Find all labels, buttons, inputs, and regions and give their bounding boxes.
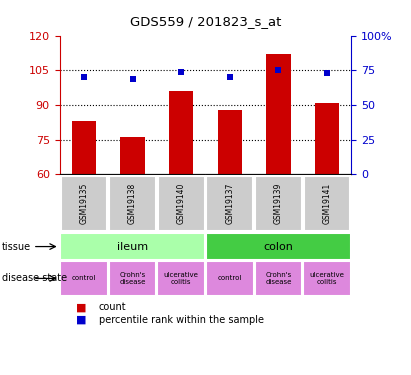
Point: [324, 70, 330, 76]
Point: [81, 74, 87, 80]
Text: GSM19139: GSM19139: [274, 183, 283, 224]
Bar: [206, 233, 351, 260]
Text: ■: ■: [76, 315, 87, 325]
Bar: [304, 176, 351, 231]
Bar: [255, 176, 302, 231]
Bar: [60, 233, 205, 260]
Text: ■: ■: [76, 303, 87, 312]
Text: percentile rank within the sample: percentile rank within the sample: [99, 315, 263, 325]
Text: count: count: [99, 303, 126, 312]
Point: [178, 69, 185, 75]
Bar: [266, 54, 291, 174]
Bar: [109, 261, 156, 296]
Text: ileum: ileum: [117, 242, 148, 252]
Text: colon: colon: [263, 242, 293, 252]
Text: GSM19137: GSM19137: [225, 183, 234, 224]
Bar: [218, 110, 242, 174]
Bar: [157, 261, 205, 296]
Text: GSM19141: GSM19141: [323, 183, 332, 224]
Text: tissue: tissue: [2, 242, 31, 252]
Text: GSM19135: GSM19135: [79, 183, 88, 224]
Bar: [169, 91, 193, 174]
Bar: [158, 176, 205, 231]
Bar: [72, 121, 96, 174]
Text: Crohn's
disease: Crohn's disease: [119, 272, 146, 285]
Bar: [109, 176, 156, 231]
Bar: [206, 261, 254, 296]
Text: ulcerative
colitis: ulcerative colitis: [164, 272, 199, 285]
Point: [275, 68, 282, 74]
Text: Crohn's
disease: Crohn's disease: [265, 272, 292, 285]
Bar: [120, 137, 145, 174]
Point: [129, 76, 136, 82]
Text: control: control: [72, 275, 96, 281]
Text: GDS559 / 201823_s_at: GDS559 / 201823_s_at: [130, 15, 281, 28]
Bar: [303, 261, 351, 296]
Bar: [60, 176, 107, 231]
Text: disease state: disease state: [2, 273, 67, 284]
Bar: [60, 261, 108, 296]
Point: [226, 74, 233, 80]
Text: GSM19138: GSM19138: [128, 183, 137, 224]
Text: ulcerative
colitis: ulcerative colitis: [309, 272, 344, 285]
Text: control: control: [218, 275, 242, 281]
Bar: [315, 103, 339, 174]
Bar: [255, 261, 302, 296]
Bar: [206, 176, 253, 231]
Text: GSM19140: GSM19140: [177, 183, 186, 224]
